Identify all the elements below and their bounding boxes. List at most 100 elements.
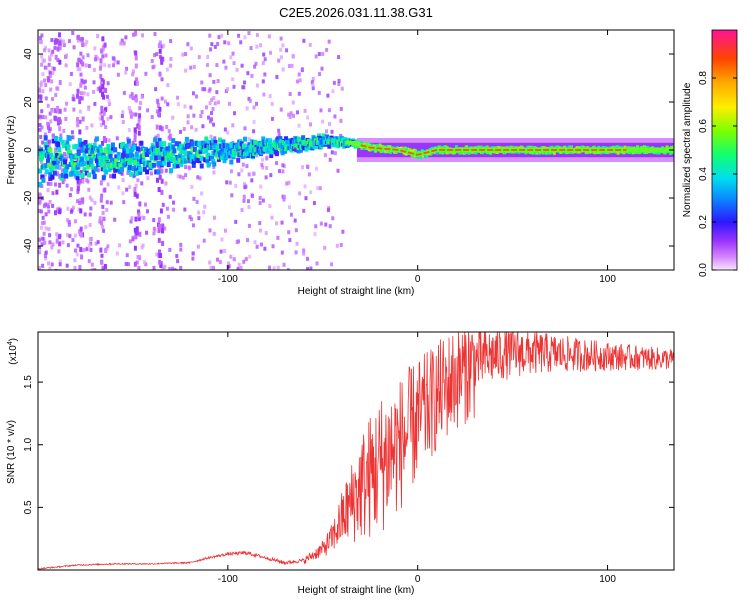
heatmap-noise-cell [128,109,132,114]
heatmap-noise-cell [98,116,102,121]
heatmap-noise-cell [85,125,89,130]
heatmap-streak-cell [157,187,161,193]
heatmap-ridge-cell [65,164,70,170]
heatmap-noise-cell [96,240,100,245]
heatmap-ridge-cell [101,152,106,158]
heatmap-ridge-cell [252,151,257,157]
heatmap-ridge-cell [220,146,225,152]
heatmap-noise-cell [171,266,175,270]
heatmap-noise-cell [201,124,205,129]
heatmap-noise-cell [90,123,94,128]
heatmap-ridge-cell [233,151,238,157]
heatmap-streak-cell [102,120,106,126]
heatmap-ridge-cell [253,139,258,145]
heatmap-streak-cell [138,201,142,207]
heatmap-streak-cell [55,189,59,195]
heatmap-ridge-cell [171,144,176,150]
heatmap-noise-cell [218,260,222,265]
heatmap-ridge-cell [104,159,109,165]
heatmap-streak-cell [157,217,161,223]
heatmap-noise-cell [197,210,201,215]
heatmap-noise-cell [212,170,216,175]
heatmap-noise-cell [137,120,141,125]
heatmap-noise-cell [181,52,185,57]
heatmap-streak-cell [58,182,62,188]
x-tick-label: 100 [599,274,616,285]
heatmap-noise-cell [82,248,86,253]
heatmap-ridge-cell [327,143,332,149]
heatmap-streak-cell [135,80,139,86]
heatmap-noise-cell [58,259,62,264]
heatmap-streak-cell [101,91,105,97]
heatmap-noise-cell [46,140,50,145]
heatmap-noise-cell [71,30,75,35]
heatmap-noise-cell [315,166,319,171]
heatmap-streak-cell [135,230,139,236]
heatmap-streak-cell [79,226,83,232]
heatmap-ridge-cell [269,153,274,159]
heatmap-ridge-cell [278,136,283,142]
heatmap-noise-cell [183,207,187,212]
heatmap-noise-cell [282,197,286,202]
heatmap-streak-cell [80,78,84,84]
heatmap-noise-cell [98,85,102,90]
heatmap-noise-cell [132,174,136,179]
heatmap-noise-cell [44,250,48,255]
heatmap-ridge-cell [84,155,89,161]
heatmap-noise-cell [41,215,45,220]
heatmap-noise-cell [131,72,135,77]
heatmap-ridge-cell [72,144,77,150]
heatmap-noise-cell [86,92,90,97]
heatmap-noise-cell [64,156,68,161]
heatmap-noise-cell [184,52,188,57]
svg-text:(x104): (x104) [7,338,19,365]
heatmap-noise-cell [38,193,42,198]
heatmap-noise-cell [89,248,93,253]
heatmap-streak-cell [155,124,159,130]
heatmap-ridge-cell [196,152,201,158]
heatmap-noise-cell [212,231,216,236]
heatmap-noise-cell [255,153,259,158]
heatmap-noise-cell [324,222,328,227]
heatmap-noise-cell [281,67,285,72]
heatmap-noise-cell [243,35,247,40]
heatmap-noise-cell [43,240,47,245]
heatmap-streak-cell [101,265,105,270]
heatmap-noise-cell [213,136,217,141]
heatmap-noise-cell [314,54,318,59]
heatmap-noise-cell [269,173,273,178]
heatmap-ridge-cell [139,159,144,165]
heatmap-streak-cell [79,232,83,238]
heatmap-ridge-cell [64,167,69,173]
heatmap-ridge-cell [189,154,194,160]
heatmap-noise-cell [291,113,295,118]
heatmap-noise-cell [42,231,46,236]
y-tick-label: 0 [23,147,34,153]
heatmap-streak-cell [159,263,163,269]
heatmap-ridge-cell [80,172,85,178]
heatmap-noise-cell [87,64,91,69]
heatmap-noise-cell [196,244,200,249]
heatmap-noise-cell [84,42,88,47]
heatmap-noise-cell [203,204,207,209]
heatmap-noise-cell [158,54,162,59]
heatmap-noise-cell [302,248,306,253]
heatmap-noise-cell [69,71,73,76]
heatmap-noise-cell [65,101,69,106]
heatmap-noise-cell [247,205,251,210]
heatmap-noise-cell [169,63,173,68]
heatmap-noise-cell [59,133,63,138]
heatmap-noise-cell [325,47,329,52]
heatmap-streak-cell [81,178,85,184]
heatmap-ridge-cell [125,147,130,153]
heatmap-noise-cell [38,199,42,204]
heatmap-streak-cell [57,118,61,124]
heatmap-ridge-cell [137,161,142,167]
heatmap-ridge-cell [175,159,180,165]
heatmap-ridge-cell [101,175,106,181]
heatmap-noise-cell [76,38,80,43]
heatmap-ridge-cell [108,148,113,154]
heatmap-noise-cell [217,35,221,40]
heatmap-ridge-cell [100,166,105,172]
heatmap-noise-cell [100,253,104,258]
